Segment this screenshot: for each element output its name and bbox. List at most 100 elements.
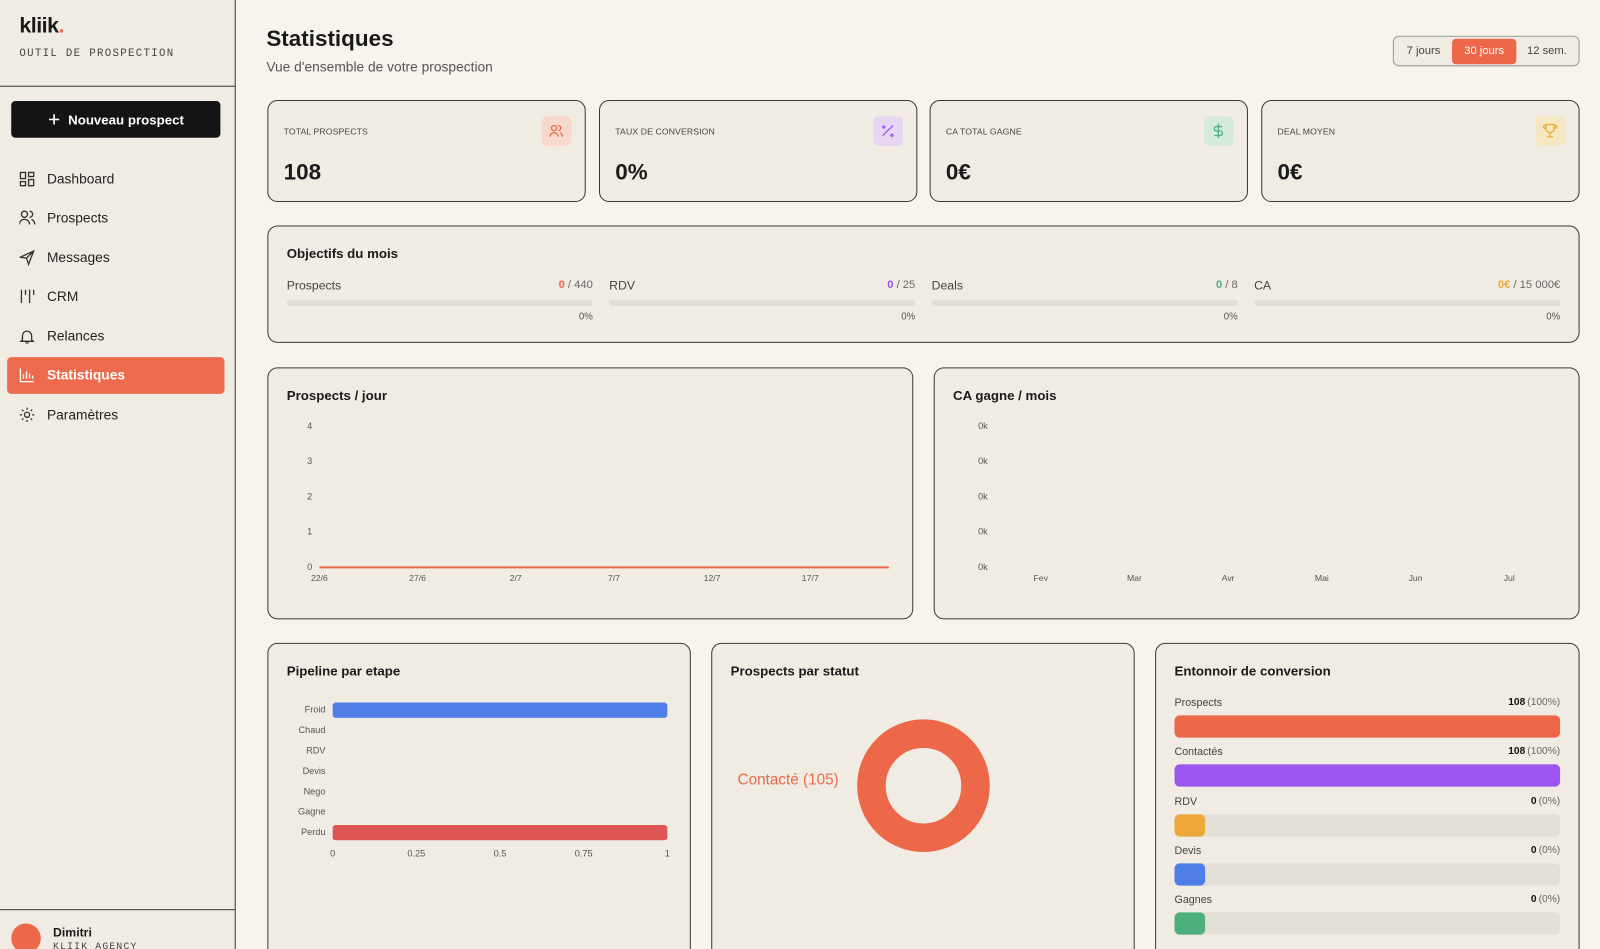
icon-shape (19, 368, 34, 383)
x-tick-label: 2/7 (510, 573, 522, 583)
goal-count: 0€/ 15 000€ (1498, 279, 1560, 292)
funnel-label: Devis (1174, 844, 1202, 857)
chart-title: Prospects / jour (286, 387, 387, 404)
x-tick-label: Avr (1222, 573, 1235, 583)
nav-item[interactable]: Relances (7, 318, 224, 355)
x-tick-label: 0 (330, 849, 335, 859)
y-tick-label: Devis (303, 766, 326, 776)
period-button[interactable]: 12 sem. (1526, 44, 1567, 57)
page-title: Statistiques (266, 25, 394, 52)
y-tick-label: 2 (307, 491, 312, 501)
icon (549, 124, 563, 137)
funnel-count: 0 (0%) (1531, 894, 1560, 906)
y-tick-label: Nego (304, 786, 326, 796)
y-tick-label: 0k (978, 456, 988, 466)
sidebar (0, 0, 236, 949)
period-button[interactable]: 7 jours (1406, 44, 1441, 57)
donut-slice (857, 719, 990, 853)
progress-track (931, 299, 1238, 307)
nav-item[interactable]: Prospects (7, 200, 224, 237)
kpi-icon (873, 116, 904, 146)
x-tick-label: 27/6 (409, 573, 426, 583)
icon-shape (549, 124, 563, 137)
nav-label: Paramètres (46, 407, 119, 423)
funnel-share: (0%) (1538, 795, 1561, 807)
kpi-label: TOTAL PROSPECTS (283, 126, 368, 137)
chart-card (711, 642, 1135, 949)
chart-card (933, 367, 1580, 620)
y-tick-label: Froid (305, 705, 326, 715)
icon-shape (19, 330, 35, 344)
user-name: Dimitri (53, 925, 92, 940)
funnel-bar (1174, 863, 1206, 886)
nav-label: Dashboard (46, 171, 115, 187)
icon (882, 125, 894, 137)
funnel-label: Prospects (1174, 696, 1223, 709)
kpi-card: TOTAL PROSPECTS 108 (267, 99, 586, 203)
nav-item[interactable]: Paramètres (7, 397, 224, 434)
funnel-value: 0 (1530, 893, 1537, 906)
nav-icon (20, 289, 35, 304)
nav-item[interactable]: CRM (7, 279, 224, 316)
kpi-card: TAUX DE CONVERSION 0% (598, 99, 918, 203)
period-button[interactable]: 30 jours (1452, 38, 1517, 64)
funnel-count: 108 (100%) (1508, 746, 1560, 758)
funnel-share: (0%) (1538, 893, 1561, 906)
nav-item[interactable]: Dashboard (7, 161, 224, 198)
goal-percent: 0% (578, 311, 593, 323)
new-prospect-button[interactable]: Nouveau prospect (11, 101, 221, 138)
x-tick-label: 0.25 (407, 849, 425, 859)
chart-title: Prospects par statut (730, 663, 859, 679)
goal-target: / 440 (567, 278, 593, 292)
chart-title: Pipeline par etape (286, 663, 401, 679)
funnel-value: 0 (1530, 795, 1537, 807)
nav-icon (19, 249, 35, 267)
goal-percent: 0% (901, 311, 916, 323)
progress-track (609, 299, 916, 307)
y-tick-label: 0k (978, 491, 988, 501)
user-org: KLIIK AGENCY (53, 940, 138, 949)
icon-shape (19, 171, 35, 187)
icon-shape (20, 289, 35, 304)
nav-label: CRM (46, 288, 79, 304)
x-tick-label: Mar (1127, 573, 1142, 583)
goal-percent: 0% (1223, 311, 1238, 323)
funnel-share: (0%) (1538, 844, 1561, 856)
kpi-icon (1204, 116, 1234, 146)
y-tick-label: RDV (306, 745, 326, 755)
kpi-card: CA TOTAL GAGNE 0€ (929, 99, 1248, 203)
nav-item[interactable]: Messages (7, 240, 224, 277)
chart-card (267, 642, 691, 949)
progress-track (286, 299, 593, 307)
kpi-label: TAUX DE CONVERSION (615, 126, 715, 137)
plus-icon (48, 114, 59, 125)
y-tick-label: 0k (978, 562, 988, 572)
kpi-icon (541, 116, 572, 146)
x-tick-label: Mai (1315, 573, 1329, 583)
funnel-count: 0 (0%) (1531, 845, 1560, 857)
funnel-bar (1174, 715, 1561, 738)
goals-card (267, 225, 1580, 343)
x-tick-label: Jul (1504, 573, 1515, 583)
x-tick-label: 17/7 (802, 573, 819, 583)
y-tick-label: 0 (307, 562, 312, 572)
x-tick-label: 7/7 (608, 573, 620, 583)
y-tick-label: 1 (307, 527, 312, 537)
nav-item[interactable]: Statistiques (7, 357, 225, 394)
x-tick-label: 0.5 (494, 849, 507, 859)
kpi-value: 0% (615, 158, 648, 185)
kpi-value: 108 (283, 158, 322, 185)
funnel-label: RDV (1174, 795, 1198, 808)
data-label: Contacté (105) (738, 772, 839, 789)
goal-current: 0 (1215, 278, 1223, 292)
funnel-track (1174, 863, 1561, 886)
chart-card (1155, 642, 1580, 949)
y-tick-label: 4 (307, 421, 312, 431)
funnel-track (1174, 715, 1561, 738)
goal-label: Prospects (286, 278, 342, 293)
x-tick-label: 22/6 (311, 573, 328, 583)
goal-target: / 15 000€ (1513, 278, 1561, 292)
